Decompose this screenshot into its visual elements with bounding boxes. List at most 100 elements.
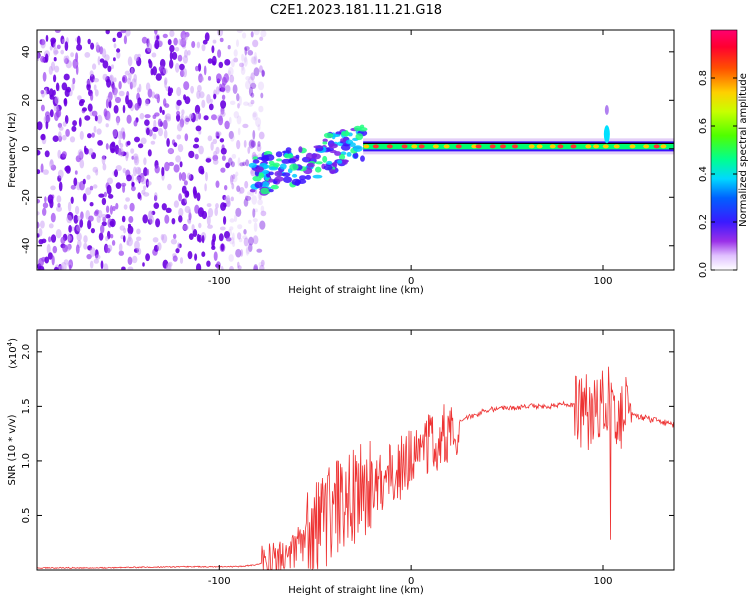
spectral-blob [250, 140, 256, 148]
spectral-blob [49, 45, 53, 51]
spectral-blob [164, 214, 170, 224]
spectral-blob [253, 30, 260, 36]
colorbar-gradient [710, 29, 738, 271]
spectral-blob [252, 218, 258, 223]
spectral-blob [229, 116, 232, 125]
spectral-blob [219, 37, 224, 43]
spectral-blob [248, 86, 254, 97]
spectral-blob [225, 237, 232, 242]
snr-panel: -100 0 100 0.5 1.0 1.5 2.0 Height of straight… [6, 329, 675, 596]
spectral-blob [243, 55, 247, 63]
spectral-blob [259, 220, 266, 230]
spectral-blob [254, 208, 258, 213]
spectral-blob [37, 221, 40, 229]
spectral-blob [44, 87, 48, 96]
spectral-blob [211, 245, 216, 250]
spectral-blob [305, 152, 314, 160]
spectral-blob [105, 235, 109, 242]
spectral-blob [238, 237, 243, 243]
spectral-blob [179, 257, 184, 264]
spectral-blob [245, 76, 251, 81]
spectral-blob [63, 73, 70, 81]
spectral-blob [75, 52, 79, 62]
carrier-peak [411, 144, 418, 149]
spectral-blob [62, 121, 67, 127]
spectral-blob [144, 99, 150, 107]
spectral-blob [201, 99, 206, 109]
spectral-blob [125, 30, 131, 37]
colorbar-tick-label: 0.2 [698, 214, 709, 230]
spectral-blob [83, 235, 88, 244]
spectral-blob [55, 82, 60, 92]
spectral-blob [161, 166, 165, 177]
spectral-blob [236, 30, 243, 34]
spectral-blob [248, 49, 252, 55]
spectral-blob [194, 253, 198, 261]
spectral-blob [250, 138, 256, 148]
spectral-blob [124, 70, 130, 76]
spectral-blob [155, 93, 159, 98]
spectral-blob [244, 46, 250, 51]
spectral-blob [177, 54, 183, 62]
spectral-blob [106, 247, 111, 254]
spectral-blob [127, 223, 132, 228]
spectral-blob [134, 240, 140, 250]
snr-y-ticks: 0.5 1.0 1.5 2.0 [21, 344, 674, 523]
spectral-blob [207, 224, 213, 229]
spectral-blob [176, 99, 182, 106]
spectral-blob [326, 160, 333, 165]
spectral-blob [70, 196, 74, 204]
spectral-blob [268, 166, 279, 171]
spectral-blob [258, 105, 264, 113]
spectral-blob [262, 169, 270, 175]
spectral-blob [229, 100, 236, 106]
spectral-blob [188, 150, 195, 159]
spectral-blob [131, 182, 135, 187]
spectral-blob [87, 38, 91, 45]
spectral-blob [258, 262, 264, 267]
spectral-blob [109, 234, 114, 239]
spectral-blob [68, 264, 72, 270]
carrier-peak [570, 144, 577, 149]
spectral-blob [134, 136, 140, 143]
spectral-blob [257, 199, 263, 206]
spectral-blob [191, 224, 195, 232]
spectral-blob [198, 165, 205, 174]
spectral-blob [61, 82, 68, 91]
spectral-blob [174, 47, 180, 52]
spectral-blob [252, 156, 259, 161]
carrier-peak [386, 144, 393, 149]
spectral-blob [73, 177, 78, 187]
spectral-blob [183, 94, 187, 101]
spectral-blob [133, 53, 139, 62]
spectral-blob [283, 176, 292, 183]
spectral-blob [66, 86, 71, 93]
spectral-blob [237, 265, 242, 270]
spectral-blob [113, 77, 117, 83]
spectral-blob [196, 192, 201, 202]
spectral-blob [121, 215, 126, 223]
spectral-blob [260, 30, 267, 38]
spectral-blob [250, 92, 255, 98]
carrier-peak [629, 144, 636, 149]
spectral-blob [173, 164, 180, 173]
spectral-blob [257, 141, 261, 147]
spectral-blob [45, 53, 49, 63]
spectral-blob [205, 171, 208, 182]
spectral-blob [55, 229, 62, 239]
spectral-blob [48, 223, 54, 229]
spectral-blob [331, 162, 337, 167]
spectral-blob [252, 235, 259, 245]
spectral-blob [138, 83, 142, 93]
carrier-peak [593, 144, 600, 149]
spectral-blob [52, 135, 59, 142]
spectral-blob [50, 185, 56, 191]
spectral-blob [245, 246, 250, 256]
spectral-blob [162, 119, 168, 130]
snr-background [37, 330, 674, 570]
spectral-blob [192, 229, 198, 237]
spectral-blob [242, 161, 246, 166]
spectral-blob [151, 52, 157, 58]
spectral-blob [312, 174, 323, 179]
spectral-blob [274, 170, 283, 177]
